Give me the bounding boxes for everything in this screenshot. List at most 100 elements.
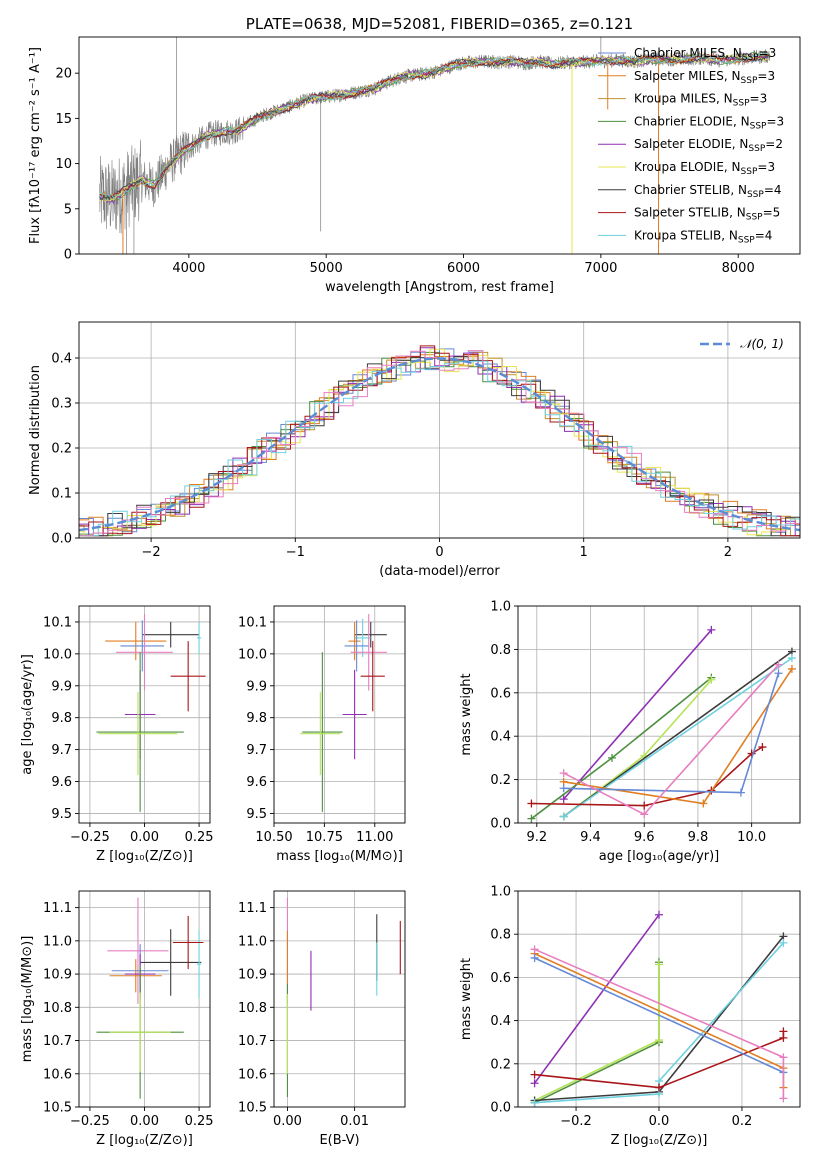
panel-residuals: 𝒩(0, 1) −2 −1 0 1 2 0.0 0.1 0.2 0.3 0.4 (data-model… — [28, 321, 801, 579]
weight-marker — [774, 660, 783, 669]
x-tick-label: 9.4 — [580, 830, 601, 845]
y-tick-label: 10.0 — [238, 647, 267, 662]
axes-frame — [273, 890, 406, 1108]
weight-marker — [787, 654, 796, 663]
x-tick-label: 0.00 — [273, 1114, 302, 1129]
y-axis-label: Normed distribution — [28, 365, 43, 495]
y-tick-label: 15 — [55, 112, 72, 127]
x-tick-label: 0 — [435, 545, 443, 560]
y-tick-label: 10.6 — [238, 1067, 267, 1082]
y-tick-label: 9.9 — [246, 679, 267, 694]
weight-marker — [640, 801, 649, 810]
errorbar-point — [196, 930, 202, 998]
legend-label: Salpeter STELIB, NSSP=5 — [634, 206, 780, 223]
legend-label: Chabrier ELODIE, NSSP=3 — [634, 114, 784, 131]
y-tick-label: 9.7 — [51, 743, 72, 758]
weight-line-salpeter_elodie — [533, 914, 660, 1084]
x-tick-label: 0.01 — [340, 1114, 369, 1129]
y-axis-label: mass [log₁₀(M/M⊙)] — [20, 936, 35, 1063]
y-tick-label: 9.6 — [51, 775, 72, 790]
y-tick-label: 0.6 — [490, 686, 511, 701]
x-axis-label: wavelength [Angstrom, rest frame] — [325, 280, 554, 295]
y-axis-label: age [log₁₀(age/yr)] — [20, 654, 35, 775]
y-tick-label: 11.1 — [238, 901, 267, 916]
x-axis-label: Z [log₁₀(Z/Z⊙)] — [611, 1133, 708, 1148]
weight-marker — [707, 625, 716, 634]
x-axis-label: E(B-V) — [319, 1133, 359, 1148]
weight-marker — [559, 795, 568, 804]
y-tick-label: 10.9 — [238, 968, 267, 983]
legend-label: Salpeter MILES, NSSP=3 — [634, 69, 775, 86]
x-axis-label: Z [log₁₀(Z/Z⊙)] — [96, 1133, 193, 1148]
weight-marker — [774, 669, 783, 678]
plot-area — [79, 891, 210, 1107]
panel-age_vs_Z: −0.25 0.00 0.25 9.5 9.6 9.7 9.8 9.9 10.0 10.1 Z [l… — [20, 605, 214, 864]
weight-marker — [779, 938, 788, 947]
y-tick-label: 0.4 — [490, 1014, 511, 1029]
errorbar-point — [354, 618, 371, 658]
y-axis-label: mass weight — [459, 673, 474, 755]
x-tick-label: 10.0 — [737, 830, 766, 845]
x-tick-label: 2 — [724, 545, 732, 560]
y-tick-label: 9.6 — [246, 775, 267, 790]
panel-weights_vs_age: 9.2 9.4 9.6 9.8 10.0 0.0 0.2 0.4 0.6 0.8 1.0 age [l… — [459, 600, 801, 864]
x-axis-label: (data-model)/error — [379, 564, 500, 579]
plot-area — [79, 322, 800, 538]
x-tick-label: 0.00 — [130, 1114, 159, 1129]
legend-label: 𝒩(0, 1) — [740, 337, 784, 351]
y-tick-label: 0.0 — [490, 817, 511, 832]
y-tick-label: 1.0 — [490, 600, 511, 615]
weight-marker — [530, 945, 539, 954]
y-tick-label: 5 — [64, 202, 72, 217]
x-axis-label: age [log₁₀(age/yr)] — [599, 849, 720, 864]
legend: Chabrier MILES, NSSP=3 Salpeter MILES, NS… — [598, 46, 784, 245]
y-tick-label: 1.0 — [490, 885, 511, 900]
y-tick-label: 10.8 — [238, 1001, 267, 1016]
weight-marker — [736, 788, 745, 797]
y-tick-label: 10.1 — [238, 615, 267, 630]
errorbar-point — [350, 613, 387, 691]
y-tick-label: 10.0 — [43, 647, 72, 662]
y-tick-label: 0.8 — [490, 643, 511, 658]
model-line-kroupa_stelib — [99, 51, 771, 199]
weight-marker — [655, 910, 663, 919]
errorbar-point — [140, 929, 202, 996]
histogram-chabrier_elodie — [79, 351, 800, 537]
x-tick-label: −0.2 — [560, 1114, 592, 1129]
x-tick-label: 9.8 — [688, 830, 709, 845]
y-tick-label: 11.0 — [238, 934, 267, 949]
weight-marker — [527, 814, 536, 823]
histogram-pink — [79, 350, 800, 537]
y-tick-label: 20 — [55, 67, 72, 82]
y-tick-label: 0.3 — [51, 397, 72, 412]
y-tick-label: 10.8 — [43, 1001, 72, 1016]
weight-marker — [655, 1036, 663, 1045]
y-tick-label: 10.9 — [43, 968, 72, 983]
x-tick-label: 9.2 — [526, 830, 547, 845]
x-tick-label: 9.6 — [634, 830, 655, 845]
y-tick-label: 0.2 — [51, 442, 72, 457]
weight-marker — [530, 1098, 539, 1107]
errorbar-point — [196, 621, 202, 654]
axes-frame — [273, 605, 406, 824]
x-axis-label: mass [log₁₀(M/M⊙)] — [276, 849, 403, 864]
plot-area — [79, 606, 210, 823]
errorbar-point — [344, 620, 369, 672]
x-tick-label: 4000 — [172, 261, 205, 276]
y-tick-label: 10.5 — [43, 1101, 72, 1116]
weight-line-kroupa_stelib — [563, 657, 793, 818]
weight-marker — [527, 799, 536, 808]
plot-area — [518, 606, 800, 823]
x-tick-label: 5000 — [310, 261, 343, 276]
x-axis-label: Z [log₁₀(Z/Z⊙)] — [96, 849, 193, 864]
x-tick-label: 7000 — [584, 261, 617, 276]
x-tick-label: 6000 — [447, 261, 480, 276]
y-tick-label: 11.0 — [43, 934, 72, 949]
weight-marker — [758, 743, 767, 752]
y-tick-label: 9.5 — [246, 807, 267, 822]
errorbar-point — [142, 621, 200, 648]
x-tick-label: −1 — [286, 545, 305, 560]
x-tick-label: 10.50 — [255, 830, 292, 845]
weight-marker — [779, 1053, 788, 1062]
